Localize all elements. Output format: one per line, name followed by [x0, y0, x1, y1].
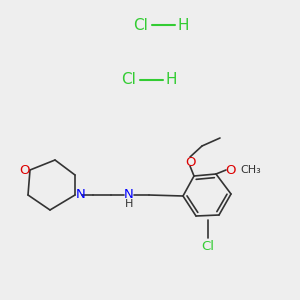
Text: O: O [185, 155, 195, 169]
Text: N: N [76, 188, 86, 202]
Text: Cl: Cl [201, 239, 214, 253]
Text: H: H [165, 73, 177, 88]
Text: O: O [225, 164, 235, 176]
Text: Cl: Cl [134, 17, 148, 32]
Text: CH₃: CH₃ [241, 165, 261, 175]
Text: N: N [124, 188, 134, 202]
Text: H: H [125, 199, 133, 209]
Text: H: H [177, 17, 189, 32]
Text: O: O [19, 164, 29, 176]
Text: Cl: Cl [122, 73, 136, 88]
